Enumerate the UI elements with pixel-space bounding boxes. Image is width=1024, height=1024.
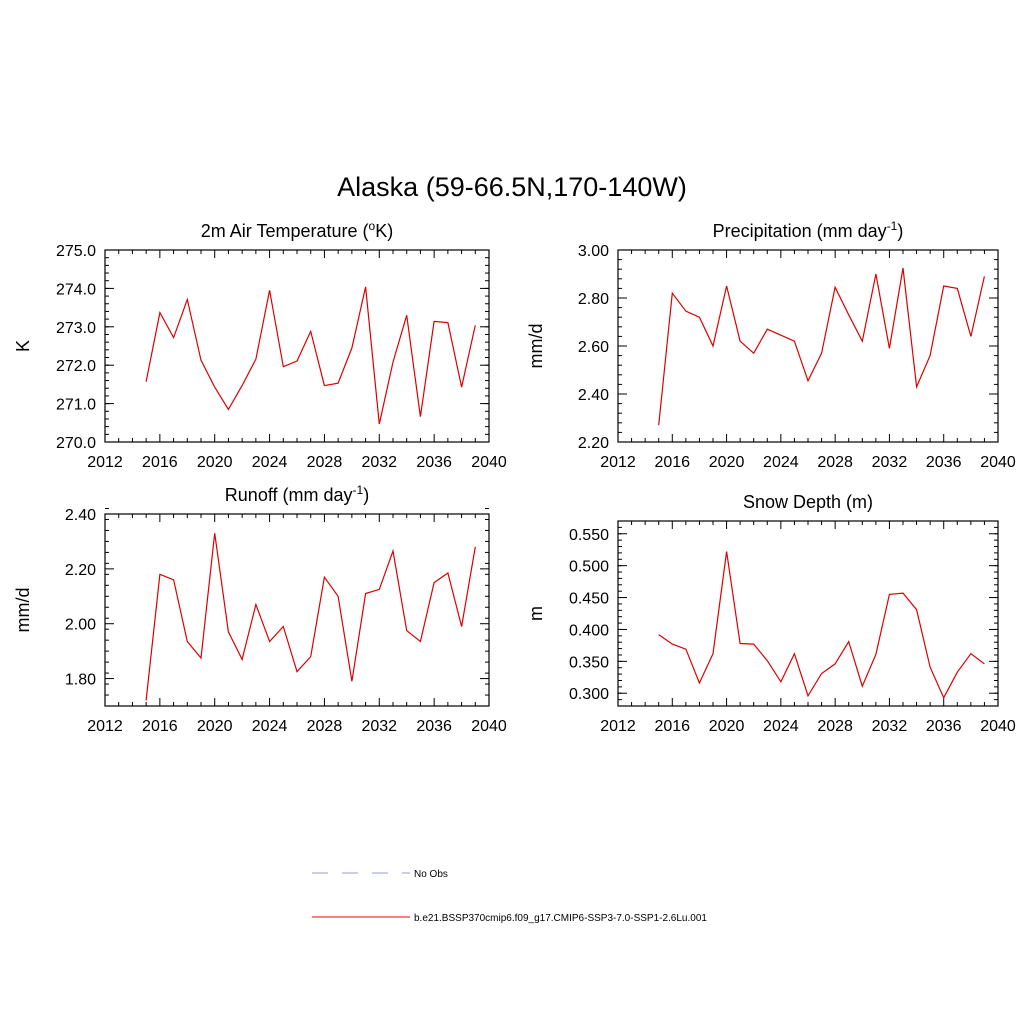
- panel-4: Snow Depth (m) 2012 2016 2020 2024 2028 2032 20…: [526, 492, 1016, 735]
- series-line: [145, 533, 476, 701]
- x-tick-label: 2040: [471, 718, 507, 735]
- x-tick-label: 2012: [600, 454, 636, 471]
- y-tick-label: 0.350: [569, 654, 609, 671]
- panel-title-main: Snow Depth (m): [743, 492, 873, 512]
- legend: No Obs b.e21.BSSP370cmip6.f09_g17.CMIP6-S…: [312, 869, 707, 924]
- panel-title-rest: ): [363, 485, 369, 505]
- y-tick-label: 2.20: [65, 562, 96, 579]
- plot-frame: [104, 513, 490, 707]
- y-tick-label: 274.0: [56, 281, 96, 298]
- y-axis-label: m: [526, 606, 546, 621]
- panel-title-sup: -1: [887, 219, 898, 233]
- plot-frame: [617, 249, 999, 443]
- x-tick-label: 2040: [980, 718, 1016, 735]
- x-tick-label: 2032: [361, 454, 397, 471]
- y-tick-label: 0.550: [569, 527, 609, 544]
- y-axis-label: mm/d: [13, 588, 33, 633]
- series-line: [658, 267, 985, 426]
- x-tick-label: 2016: [142, 454, 178, 471]
- x-tick-label: 2016: [654, 454, 690, 471]
- y-tick-label: 2.40: [578, 387, 609, 404]
- x-tick-label: 2012: [87, 718, 123, 735]
- x-tick-label: 2032: [361, 718, 397, 735]
- x-tick-label: 2024: [252, 718, 288, 735]
- x-tick-label: 2016: [142, 718, 178, 735]
- y-tick-label: 1.80: [65, 672, 96, 689]
- panels: 2m Air Temperature (oK)2012 2016 2020 2024 2…: [13, 219, 1016, 735]
- y-tick-label: 2.60: [578, 339, 609, 356]
- y-tick-label: 272.0: [56, 358, 96, 375]
- x-tick-label: 2024: [252, 454, 288, 471]
- y-tick-label: 2.20: [578, 435, 609, 452]
- panel-title-main: 2m Air Temperature (: [201, 221, 369, 241]
- x-tick-label: 2028: [307, 718, 343, 735]
- y-tick-label: 271.0: [56, 397, 96, 414]
- y-tick-label: 0.400: [569, 622, 609, 639]
- y-axis-label: mm/d: [526, 324, 546, 369]
- x-tick-label: 2012: [87, 454, 123, 471]
- y-tick-label: 273.0: [56, 320, 96, 337]
- plot-frame: [617, 520, 999, 707]
- panel-title-rest: ): [897, 221, 903, 241]
- x-tick-label: 2024: [763, 454, 799, 471]
- panel-title: Runoff (mm day-1): [225, 483, 369, 505]
- y-tick-label: 0.500: [569, 559, 609, 576]
- panel-1: 2m Air Temperature (oK) 2012 2016 2020 2024 2…: [13, 219, 507, 471]
- y-tick-label: 2.80: [578, 291, 609, 308]
- y-tick-label: 0.450: [569, 591, 609, 608]
- x-tick-label: 2020: [709, 454, 745, 471]
- y-axis-label: K: [13, 340, 33, 352]
- x-tick-label: 2040: [471, 454, 507, 471]
- y-tick-label: 270.0: [56, 435, 96, 452]
- y-tick-label: 2.40: [65, 507, 96, 524]
- x-tick-label: 2036: [926, 454, 962, 471]
- panel-title: Precipitation (mm day-1): [713, 219, 904, 241]
- y-tick-label: 275.0: [56, 243, 96, 260]
- panel-2: Precipitation (mm day-1) 2012 2016 2020 2024…: [526, 219, 1016, 471]
- legend-label-1: No Obs: [414, 869, 448, 880]
- x-tick-label: 2024: [763, 718, 799, 735]
- x-tick-label: 2020: [197, 718, 233, 735]
- panel-title-main: Precipitation (mm day: [713, 221, 887, 241]
- y-tick-label: 3.00: [578, 243, 609, 260]
- x-tick-label: 2036: [926, 718, 962, 735]
- x-tick-label: 2020: [709, 718, 745, 735]
- panel-title-main: Runoff (mm day: [225, 485, 353, 505]
- y-tick-label: 2.00: [65, 617, 96, 634]
- x-tick-label: 2016: [654, 718, 690, 735]
- x-tick-label: 2028: [817, 454, 853, 471]
- legend-label-2: b.e21.BSSP370cmip6.f09_g17.CMIP6-SSP3-7.…: [414, 913, 707, 924]
- x-tick-label: 2040: [980, 454, 1016, 471]
- plot-frame: [104, 249, 490, 443]
- x-tick-label: 2028: [307, 454, 343, 471]
- y-tick-label: 0.300: [569, 686, 609, 703]
- x-tick-label: 2028: [817, 718, 853, 735]
- panel-title-sup: -1: [353, 483, 364, 497]
- series-line: [145, 286, 476, 425]
- panel-title-rest: K): [375, 221, 393, 241]
- x-tick-label: 2036: [416, 454, 452, 471]
- panel-title: 2m Air Temperature (oK): [201, 219, 393, 241]
- x-tick-label: 2020: [197, 454, 233, 471]
- panel-3: Runoff (mm day-1) 2012 2016 2020 2024 2028 203…: [13, 483, 507, 735]
- panel-title-sup: o: [369, 219, 376, 233]
- x-tick-label: 2012: [600, 718, 636, 735]
- series-line: [658, 551, 985, 700]
- main-title: Alaska (59-66.5N,170-140W): [337, 172, 687, 202]
- panel-title: Snow Depth (m): [743, 492, 873, 512]
- x-tick-label: 2032: [872, 454, 908, 471]
- x-tick-label: 2036: [416, 718, 452, 735]
- x-tick-label: 2032: [872, 718, 908, 735]
